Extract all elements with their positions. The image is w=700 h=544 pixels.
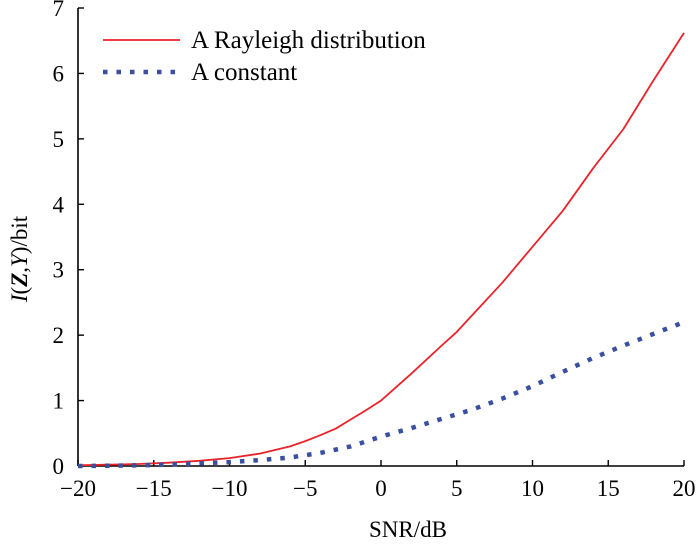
x-tick-label: −15 bbox=[136, 476, 172, 501]
y-tick-label: 5 bbox=[53, 127, 65, 152]
x-tick-label: 20 bbox=[673, 476, 696, 501]
axes: −20 −15 −10 −5 0 5 10 15 20 0 1 2 3 4 5 6 7 bbox=[53, 0, 696, 501]
legend-label: A Rayleigh distribution bbox=[191, 27, 426, 54]
y-tick-label: 3 bbox=[53, 258, 65, 283]
x-tick-label: −10 bbox=[212, 476, 248, 501]
x-tick-label: 5 bbox=[451, 476, 463, 501]
x-tick-label: 0 bbox=[375, 476, 387, 501]
legend: A Rayleigh distribution A constant bbox=[103, 27, 426, 86]
x-tick-label: 10 bbox=[521, 476, 544, 501]
x-tick-label: −20 bbox=[60, 476, 96, 501]
x-tick-label: 15 bbox=[597, 476, 620, 501]
y-tick-label: 4 bbox=[53, 192, 65, 217]
y-tick-label: 7 bbox=[53, 0, 65, 21]
y-tick-label: 6 bbox=[53, 61, 65, 86]
y-tick-label: 2 bbox=[53, 323, 65, 348]
y-axis-label: I(Z,Y)/bit bbox=[7, 215, 32, 303]
series-layer bbox=[77, 32, 685, 469]
x-axis-label: SNR/dB bbox=[369, 517, 447, 542]
legend-label: A constant bbox=[191, 59, 297, 86]
y-tick-label: 0 bbox=[53, 454, 65, 479]
series-line-constant bbox=[77, 320, 685, 469]
series-line-rayleigh bbox=[77, 32, 685, 467]
y-tick-label: 1 bbox=[53, 389, 65, 414]
x-tick-label: −5 bbox=[293, 476, 317, 501]
